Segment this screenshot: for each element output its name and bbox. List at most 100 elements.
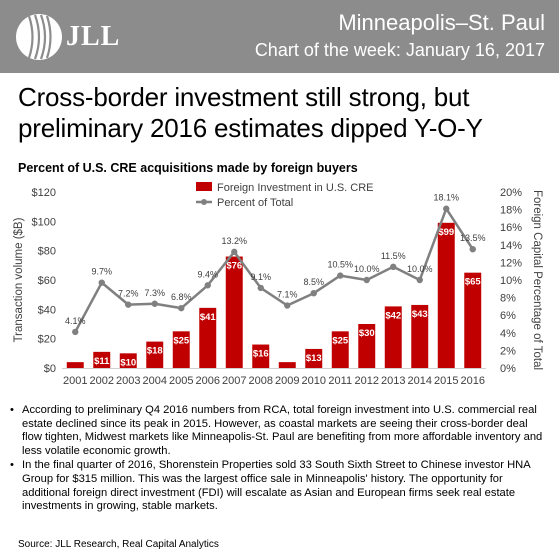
legend-label-bars: Foreign Investment in U.S. CRE [217,182,374,194]
bar [146,341,164,368]
y2-axis-tick-label: 12% [500,257,522,269]
x-axis-tick-label: 2005 [169,375,193,387]
percent-data-label: 7.3% [144,288,165,298]
percent-data-label: 7.1% [277,290,298,300]
percent-point [125,301,132,308]
bar-data-label: $65 [465,277,482,288]
legend-marker-line [201,199,207,205]
combo-chart: $0 $20 $40 $60 $80 $100 $120 0% 2% 4% 6% 8% 10% 12% 14… [13,182,543,387]
percent-point [284,302,291,309]
logo-wordmark: JLL [66,21,121,52]
chart-of-week-date: Chart of the week: January 16, 2017 [254,40,545,60]
y-axis-tick-label: $60 [38,275,56,287]
percent-point [363,276,370,284]
y2-axis-tick-label: 4% [500,328,516,340]
bar [384,306,402,368]
bar-data-label: $13 [306,353,322,364]
percent-point [231,248,238,256]
y2-axis-tick-label: 6% [500,310,516,322]
x-axis-tick-label: 2012 [355,375,379,387]
percent-data-label: 7.2% [118,289,139,299]
chart-title: Percent of U.S. CRE acquisitions made by… [18,161,358,175]
y2-axis-tick-label: 8% [500,293,516,305]
x-axis-tick-label: 2003 [116,375,140,387]
x-axis-tick-label: 2004 [143,375,167,387]
x-axis-tick-label: 2013 [381,375,405,387]
percent-point [204,282,211,289]
percent-point [416,276,423,284]
y2-axis-tick-label: 18% [500,205,522,217]
bar [305,348,323,368]
commentary-list: According to preliminary Q4 2016 numbers… [10,404,550,515]
bar [252,344,270,368]
x-axis-tick-label: 2010 [302,375,326,387]
y2-axis-tick-label: 14% [500,240,522,252]
commentary-bullet: In the final quarter of 2016, Shorenstei… [10,459,550,513]
bar-data-label: $99 [438,227,454,238]
percent-data-label: 10.5% [327,260,353,270]
source-note: Source: JLL Research, Real Capital Analy… [18,539,219,550]
bar-data-label: $18 [147,346,163,357]
y2-axis-tick-label: 10% [500,275,522,287]
commentary-bullet: According to preliminary Q4 2016 numbers… [10,404,550,458]
page-headline: Cross-border investment still strong, bu… [18,82,483,143]
percent-data-label: 9.7% [91,267,112,277]
bar-data-label: $30 [359,328,375,339]
bar-data-label: $25 [173,335,190,346]
x-axis-tick-label: 2014 [408,375,432,387]
x-axis-tick-label: 2007 [222,375,246,387]
percent-data-label: 13.2% [221,236,247,246]
bar [464,272,482,368]
bar [411,304,429,368]
bar [278,362,296,368]
percent-point [390,263,397,270]
y2-axis-tick-label: 16% [500,222,522,234]
y-axis-tick-label: $120 [32,187,56,199]
jll-logo-icon [16,14,62,60]
percent-point [443,205,450,212]
bar [358,324,376,368]
percent-data-label: 9.4% [197,269,218,279]
bar-data-label: $25 [332,335,349,346]
bar [437,222,455,368]
percent-data-label: 18.1% [433,193,459,203]
y-axis-tick-label: $0 [44,363,56,375]
percent-data-label: 9.1% [250,272,271,282]
percent-point [98,279,105,286]
x-axis-tick-label: 2006 [196,375,220,387]
legend-label-line: Percent of Total [217,197,293,209]
bar-data-label: $41 [200,312,217,323]
y-axis-title: Transaction volume ($B) [13,217,25,342]
legend-swatch-bars [196,182,212,191]
bar-data-label: $11 [94,356,110,367]
percent-point [469,246,476,253]
x-axis-tick-label: 2015 [434,375,458,387]
percent-point [151,300,158,307]
y-axis-tick-label: $100 [32,216,56,228]
y2-axis-tick-label: 2% [500,345,516,357]
bar [331,331,349,368]
percent-point [337,272,344,279]
x-axis-tick-label: 2001 [63,375,87,387]
x-axis-tick-label: 2009 [275,375,299,387]
bar-data-label: $16 [253,349,269,360]
bar [199,307,217,368]
bar [66,362,84,368]
bar [93,351,111,368]
bar [172,331,190,368]
y-axis-tick-label: $20 [38,334,56,346]
x-axis-tick-label: 2002 [90,375,114,387]
bar-data-label: $43 [412,309,428,320]
percent-point [178,304,185,312]
x-axis-tick-label: 2008 [249,375,273,387]
percent-data-label: 4.1% [65,316,86,326]
percent-line [74,207,474,333]
percent-data-label: 6.8% [171,292,192,302]
x-axis-tick-label: 2011 [328,375,352,387]
bar-data-label: $10 [120,357,136,368]
bar [119,353,137,368]
market-name: Minneapolis–St. Paul [338,10,545,35]
y2-axis-tick-label: 0% [500,363,516,375]
bar-data-label: $42 [385,310,401,321]
percent-data-label: 10.0% [407,264,433,274]
